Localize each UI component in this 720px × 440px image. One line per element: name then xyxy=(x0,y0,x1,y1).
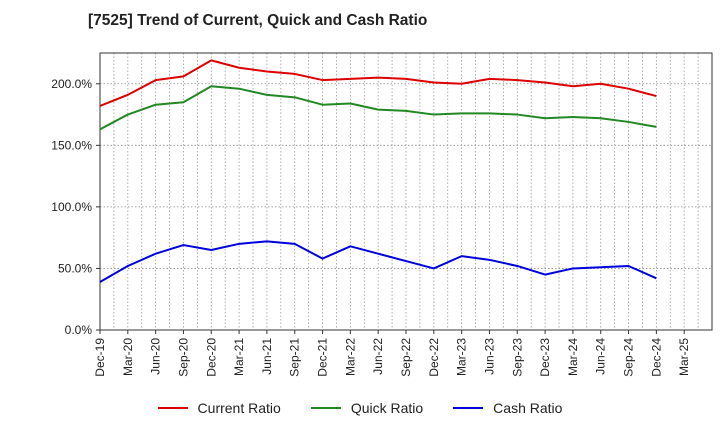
x-tick-label: Mar-22 xyxy=(343,338,357,376)
legend-item: Quick Ratio xyxy=(310,400,424,416)
x-tick-label: Mar-25 xyxy=(677,338,691,376)
x-tick-label: Sep-21 xyxy=(288,338,302,377)
y-tick-label: 200.0% xyxy=(51,77,92,91)
x-tick-label: Dec-24 xyxy=(649,338,663,377)
series-line-quick-ratio xyxy=(99,85,657,131)
legend-swatch xyxy=(157,407,188,409)
x-tick-label: Sep-20 xyxy=(176,338,190,377)
legend-swatch xyxy=(453,407,484,409)
x-tick-label: Dec-21 xyxy=(316,338,330,377)
y-tick-label: 100.0% xyxy=(51,200,92,214)
chart-area: 0.0% 50.0% 100.0% 150.0% 200.0% Dec-19 Mar-20… xyxy=(51,52,713,377)
x-axis: Dec-19 Mar-20 Jun-20 Sep-20 Dec-20 Mar-21 Jun-… xyxy=(93,330,691,377)
x-tick-label: Jun-23 xyxy=(482,338,496,375)
grid xyxy=(100,53,712,331)
series-lines xyxy=(99,59,657,283)
x-tick-label: Sep-23 xyxy=(510,338,524,377)
x-tick-label: Sep-24 xyxy=(622,338,636,377)
x-tick-label: Sep-22 xyxy=(399,338,413,377)
y-tick-label: 0.0% xyxy=(65,323,93,337)
x-tick-label: Dec-22 xyxy=(427,338,441,377)
x-tick-label: Jun-24 xyxy=(594,338,608,375)
x-tick-label: Dec-20 xyxy=(204,338,218,377)
legend-swatch xyxy=(310,407,341,409)
x-tick-label: Mar-24 xyxy=(566,338,580,376)
x-tick-label: Jun-20 xyxy=(149,338,163,375)
x-tick-label: Mar-21 xyxy=(232,338,246,376)
legend: Current Ratio Quick Ratio Cash Ratio xyxy=(0,400,720,416)
x-tick-label: Mar-23 xyxy=(455,338,469,376)
x-tick-label: Jun-21 xyxy=(260,338,274,375)
y-tick-label: 150.0% xyxy=(51,138,92,152)
chart-title: [7525] Trend of Current, Quick and Cash … xyxy=(88,12,428,29)
legend-item: Cash Ratio xyxy=(453,400,562,416)
series-line-current-ratio xyxy=(99,59,657,107)
x-tick-label: Dec-19 xyxy=(93,338,107,377)
legend-label: Quick Ratio xyxy=(350,400,424,416)
x-tick-label: Dec-23 xyxy=(538,338,552,377)
y-axis: 0.0% 50.0% 100.0% 150.0% 200.0% xyxy=(51,77,100,337)
series-line-cash-ratio xyxy=(99,240,657,283)
legend-item: Current Ratio xyxy=(157,400,281,416)
x-tick-label: Mar-20 xyxy=(121,338,135,376)
x-tick-label: Jun-22 xyxy=(371,338,385,375)
legend-label: Cash Ratio xyxy=(493,400,563,416)
y-tick-label: 50.0% xyxy=(58,261,92,275)
legend-label: Current Ratio xyxy=(197,400,281,416)
